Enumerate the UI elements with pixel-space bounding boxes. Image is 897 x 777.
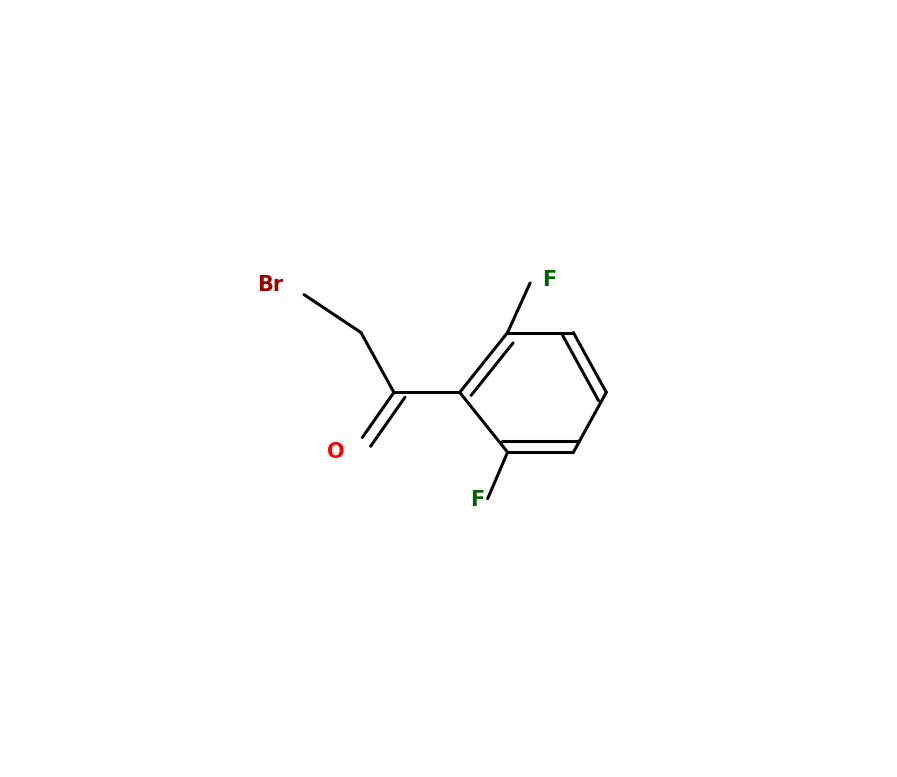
Text: F: F — [471, 490, 484, 510]
Text: Br: Br — [257, 275, 283, 294]
Text: O: O — [327, 442, 344, 462]
Text: F: F — [543, 270, 556, 290]
